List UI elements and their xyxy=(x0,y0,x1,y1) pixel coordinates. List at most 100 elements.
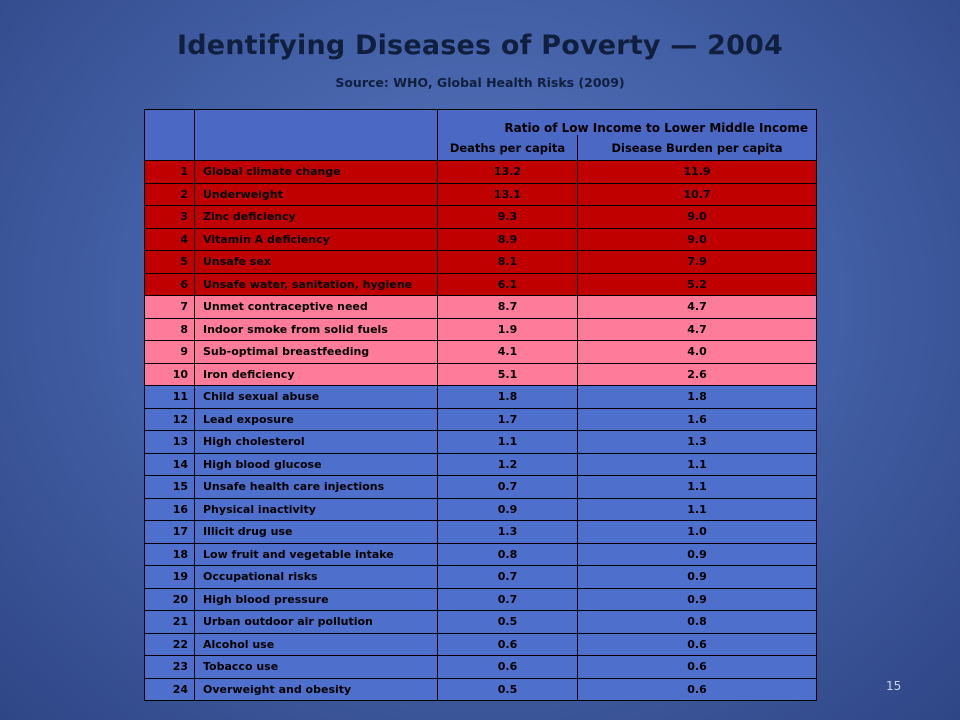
slide-title: Identifying Diseases of Poverty — 2004 xyxy=(176,30,784,61)
table-row: 8 Indoor smoke from solid fuels 1.9 4.7 xyxy=(144,317,818,341)
row-deaths-cell: 0.5 xyxy=(437,610,578,634)
row-risk-factor-cell: High blood glucose xyxy=(194,452,438,476)
row-rank-cell: 15 xyxy=(144,475,195,499)
row-burden-cell: 0.9 xyxy=(576,565,818,589)
table-row: 24 Overweight and obesity 0.5 0.6 xyxy=(144,677,818,701)
row-rank-cell: 12 xyxy=(144,407,195,431)
row-burden-cell: 10.7 xyxy=(576,182,818,206)
row-risk-factor-cell: High cholesterol xyxy=(194,430,438,454)
row-rank-cell: 10 xyxy=(144,362,195,386)
row-risk-factor-cell: Physical inactivity xyxy=(194,497,438,521)
row-rank-cell: 3 xyxy=(144,205,195,229)
row-burden-cell: 0.6 xyxy=(576,655,818,679)
row-burden-cell: 9.0 xyxy=(576,205,818,229)
row-deaths-cell: 8.1 xyxy=(437,250,578,274)
row-deaths-cell: 0.6 xyxy=(437,632,578,656)
row-deaths-cell: 1.9 xyxy=(437,317,578,341)
table-row: 23 Tobacco use 0.6 0.6 xyxy=(144,655,818,679)
row-rank-cell: 14 xyxy=(144,452,195,476)
row-deaths-cell: 0.7 xyxy=(437,565,578,589)
row-risk-factor-cell: Global climate change xyxy=(194,160,438,184)
table-row: 18 Low fruit and vegetable intake 0.8 0.9 xyxy=(144,542,818,566)
row-rank-cell: 8 xyxy=(144,317,195,341)
row-burden-cell: 4.7 xyxy=(576,295,818,319)
row-deaths-cell: 8.9 xyxy=(437,227,578,251)
row-risk-factor-cell: Iron deficiency xyxy=(194,362,438,386)
row-risk-factor-cell: Illicit drug use xyxy=(194,520,438,544)
row-burden-cell: 5.2 xyxy=(576,272,818,296)
row-burden-cell: 0.6 xyxy=(576,677,818,701)
row-rank-cell: 2 xyxy=(144,182,195,206)
row-burden-cell: 1.3 xyxy=(576,430,818,454)
risk-factor-table: Ratio of Low Income to Lower Middle Inco… xyxy=(144,109,818,701)
row-rank-cell: 16 xyxy=(144,497,195,521)
row-burden-cell: 2.6 xyxy=(576,362,818,386)
row-risk-factor-cell: Sub-optimal breastfeeding xyxy=(194,340,438,364)
row-deaths-cell: 1.3 xyxy=(437,520,578,544)
row-risk-factor-cell: Vitamin A deficiency xyxy=(194,227,438,251)
header-rank-cell xyxy=(144,109,195,161)
table-row: 14 High blood glucose 1.2 1.1 xyxy=(144,452,818,476)
slide-subtitle: Source: WHO, Global Health Risks (2009) xyxy=(335,75,625,90)
row-rank-cell: 7 xyxy=(144,295,195,319)
row-burden-cell: 1.1 xyxy=(576,452,818,476)
row-risk-factor-cell: Indoor smoke from solid fuels xyxy=(194,317,438,341)
row-burden-cell: 0.9 xyxy=(576,542,818,566)
header-row-columns: Deaths per capita Disease Burden per cap… xyxy=(145,135,818,161)
row-rank-cell: 6 xyxy=(144,272,195,296)
table-row: 16 Physical inactivity 0.9 1.1 xyxy=(144,497,818,521)
table-row: 7 Unmet contraceptive need 8.7 4.7 xyxy=(144,295,818,319)
row-rank-cell: 19 xyxy=(144,565,195,589)
row-deaths-cell: 0.6 xyxy=(437,655,578,679)
row-burden-cell: 7.9 xyxy=(576,250,818,274)
table-row: 22 Alcohol use 0.6 0.6 xyxy=(144,632,818,656)
row-risk-factor-cell: Low fruit and vegetable intake xyxy=(194,542,438,566)
row-burden-cell: 1.0 xyxy=(576,520,818,544)
row-risk-factor-cell: Lead exposure xyxy=(194,407,438,431)
table-row: 15 Unsafe health care injections 0.7 1.1 xyxy=(144,475,818,499)
table-row: 19 Occupational risks 0.7 0.9 xyxy=(144,565,818,589)
row-risk-factor-cell: Child sexual abuse xyxy=(194,385,438,409)
table-row: 1 Global climate change 13.2 11.9 xyxy=(144,160,818,184)
row-deaths-cell: 8.7 xyxy=(437,295,578,319)
row-burden-cell: 11.9 xyxy=(576,160,818,184)
row-deaths-cell: 4.1 xyxy=(437,340,578,364)
row-deaths-cell: 0.7 xyxy=(437,587,578,611)
table-row: 12 Lead exposure 1.7 1.6 xyxy=(144,407,818,431)
row-deaths-cell: 0.7 xyxy=(437,475,578,499)
row-burden-cell: 1.1 xyxy=(576,475,818,499)
row-risk-factor-cell: Zinc deficiency xyxy=(194,205,438,229)
row-deaths-cell: 1.7 xyxy=(437,407,578,431)
row-rank-cell: 5 xyxy=(144,250,195,274)
row-rank-cell: 1 xyxy=(144,160,195,184)
table-body: 1 Global climate change 13.2 11.9 2 Underweig… xyxy=(144,160,818,701)
table-row: 11 Child sexual abuse 1.8 1.8 xyxy=(144,385,818,409)
table-row: 2 Underweight 13.1 10.7 xyxy=(144,182,818,206)
row-rank-cell: 13 xyxy=(144,430,195,454)
row-risk-factor-cell: Unmet contraceptive need xyxy=(194,295,438,319)
row-deaths-cell: 1.8 xyxy=(437,385,578,409)
row-risk-factor-cell: Alcohol use xyxy=(194,632,438,656)
row-rank-cell: 9 xyxy=(144,340,195,364)
row-risk-factor-cell: Tobacco use xyxy=(194,655,438,679)
row-burden-cell: 0.6 xyxy=(576,632,818,656)
page-number: 15 xyxy=(886,679,902,693)
header-deaths-per-capita: Deaths per capita xyxy=(437,135,578,161)
table-row: 21 Urban outdoor air pollution 0.5 0.8 xyxy=(144,610,818,634)
row-risk-factor-cell: High blood pressure xyxy=(194,587,438,611)
table-row: 5 Unsafe sex 8.1 7.9 xyxy=(144,250,818,274)
row-burden-cell: 4.7 xyxy=(576,317,818,341)
row-burden-cell: 1.8 xyxy=(576,385,818,409)
row-rank-cell: 11 xyxy=(144,385,195,409)
row-burden-cell: 4.0 xyxy=(576,340,818,364)
row-rank-cell: 21 xyxy=(144,610,195,634)
table-row: 20 High blood pressure 0.7 0.9 xyxy=(144,587,818,611)
row-rank-cell: 22 xyxy=(144,632,195,656)
table-row: 17 Illicit drug use 1.3 1.0 xyxy=(144,520,818,544)
row-risk-factor-cell: Unsafe sex xyxy=(194,250,438,274)
header-row-group: Ratio of Low Income to Lower Middle Inco… xyxy=(144,109,818,161)
row-deaths-cell: 13.1 xyxy=(437,182,578,206)
table-row: 9 Sub-optimal breastfeeding 4.1 4.0 xyxy=(144,340,818,364)
row-deaths-cell: 1.2 xyxy=(437,452,578,476)
row-risk-factor-cell: Urban outdoor air pollution xyxy=(194,610,438,634)
